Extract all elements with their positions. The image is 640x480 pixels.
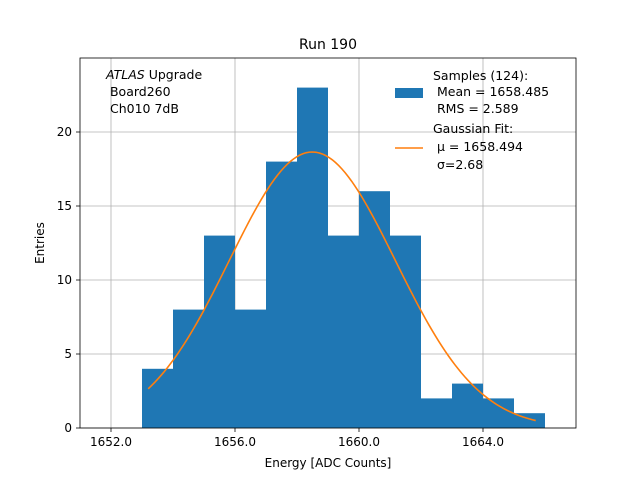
legend-fit-line-2: μ = 1658.494	[433, 139, 523, 154]
chart-title: Run 190	[299, 37, 357, 53]
x-tick-label: 1656.0	[214, 435, 256, 449]
histogram-bar	[421, 398, 452, 428]
annotation-italic: ATLAS	[105, 67, 145, 82]
legend-fit-line-1: Gaussian Fit:	[433, 121, 513, 136]
y-axis-label: Entries	[33, 222, 47, 264]
legend-hist-line-2: Mean = 1658.485	[433, 84, 549, 99]
histogram-bar	[235, 309, 266, 428]
histogram-bar	[142, 368, 173, 428]
legend: Samples (124): Mean = 1658.485 RMS = 2.5…	[395, 68, 549, 172]
legend-hist-line-1: Samples (124):	[433, 68, 528, 83]
histogram-bar	[204, 235, 235, 428]
histogram-bar	[359, 191, 390, 428]
histogram-bar	[297, 87, 328, 428]
fit-curve	[147, 151, 536, 422]
y-tick-label: 20	[57, 125, 72, 139]
histogram-bar	[483, 398, 514, 428]
annotation-line-1: ATLAS Upgrade	[105, 67, 202, 82]
gaussian-fit	[147, 151, 536, 422]
x-axis-label: Energy [ADC Counts]	[265, 456, 392, 470]
x-axis-ticks: 1652.0 1656.0 1660.0 1664.0	[90, 428, 504, 449]
y-tick-label: 5	[64, 347, 72, 361]
x-tick-label: 1652.0	[90, 435, 132, 449]
legend-hist-swatch	[395, 88, 423, 98]
histogram-bar	[173, 309, 204, 428]
plot-frame	[79, 57, 577, 429]
annotation-line-2: Board260	[106, 84, 171, 99]
atlas-annotation: ATLAS Upgrade Board260 Ch010 7dB	[105, 67, 202, 116]
y-tick-label: 10	[57, 273, 72, 287]
y-axis-ticks: 0 5 10 15 20	[57, 125, 80, 435]
histogram-bars	[142, 87, 545, 428]
legend-hist-line-3: RMS = 2.589	[433, 101, 519, 116]
y-tick-label: 0	[64, 421, 72, 435]
y-tick-label: 15	[57, 199, 72, 213]
histogram-bar	[266, 161, 297, 428]
x-tick-label: 1660.0	[338, 435, 380, 449]
histogram-bar	[328, 235, 359, 428]
legend-fit-line-3: σ=2.68	[433, 157, 483, 172]
histogram-bar	[390, 235, 421, 428]
annotation-line-3: Ch010 7dB	[106, 101, 179, 116]
x-tick-label: 1664.0	[462, 435, 504, 449]
annotation-rest: Upgrade	[145, 67, 203, 82]
